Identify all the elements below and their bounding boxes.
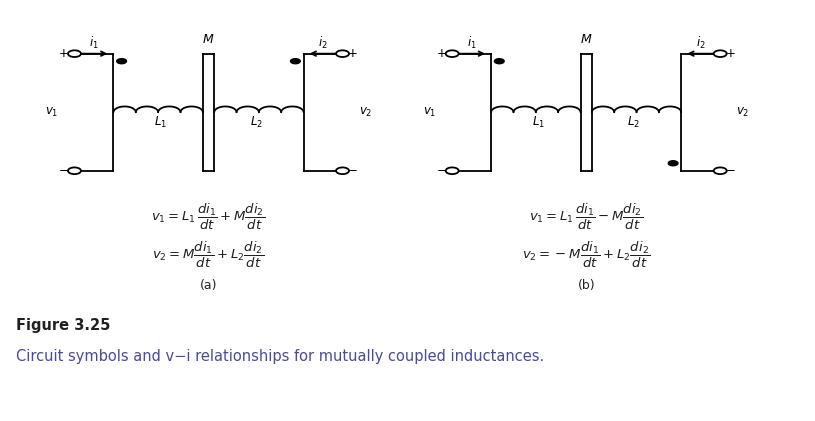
Circle shape [446,168,459,174]
Text: −: − [726,164,736,177]
Circle shape [68,168,81,174]
Text: −: − [59,164,68,177]
Text: (a): (a) [200,279,218,292]
Text: $v_2 = M\dfrac{di_1}{dt} + L_2\dfrac{di_2}{dt}$: $v_2 = M\dfrac{di_1}{dt} + L_2\dfrac{di_… [152,239,265,269]
Text: $v_1 = L_1\,\dfrac{di_1}{dt} - M\dfrac{di_2}{dt}$: $v_1 = L_1\,\dfrac{di_1}{dt} - M\dfrac{d… [529,202,643,232]
Text: $L_1$: $L_1$ [532,115,545,130]
Circle shape [495,59,504,64]
Text: $v_1$: $v_1$ [45,106,59,119]
Text: $M$: $M$ [580,32,593,45]
Text: $L_2$: $L_2$ [249,115,262,130]
Circle shape [117,59,126,64]
Text: $L_1$: $L_1$ [155,115,168,130]
Text: $i_2$: $i_2$ [318,35,328,51]
Text: +: + [59,47,68,60]
Circle shape [714,168,727,174]
Text: Circuit symbols and v−i relationships for mutually coupled inductances.: Circuit symbols and v−i relationships fo… [16,349,544,365]
Text: $v_2$: $v_2$ [359,106,372,119]
Text: (b): (b) [577,279,595,292]
Text: Figure 3.25: Figure 3.25 [16,318,110,333]
Circle shape [446,51,459,57]
Text: −: − [348,164,358,177]
Text: $i_2$: $i_2$ [696,35,706,51]
Text: +: + [437,47,447,60]
Circle shape [290,59,300,64]
Text: $v_1 = L_1\,\dfrac{di_1}{dt} + M\dfrac{di_2}{dt}$: $v_1 = L_1\,\dfrac{di_1}{dt} + M\dfrac{d… [152,202,266,232]
Text: +: + [348,47,358,60]
Circle shape [68,51,81,57]
Text: $v_2$: $v_2$ [736,106,750,119]
Circle shape [714,51,727,57]
Text: $i_1$: $i_1$ [89,35,99,51]
Circle shape [336,51,349,57]
Circle shape [336,168,349,174]
Text: $v_2 = -M\dfrac{di_1}{dt} + L_2\dfrac{di_2}{dt}$: $v_2 = -M\dfrac{di_1}{dt} + L_2\dfrac{di… [522,239,650,269]
Circle shape [668,161,678,166]
Text: $v_1$: $v_1$ [423,106,436,119]
Text: +: + [726,47,736,60]
Text: $M$: $M$ [202,32,214,45]
Text: $L_2$: $L_2$ [628,115,641,130]
Text: −: − [437,164,447,177]
Text: $i_1$: $i_1$ [467,35,477,51]
